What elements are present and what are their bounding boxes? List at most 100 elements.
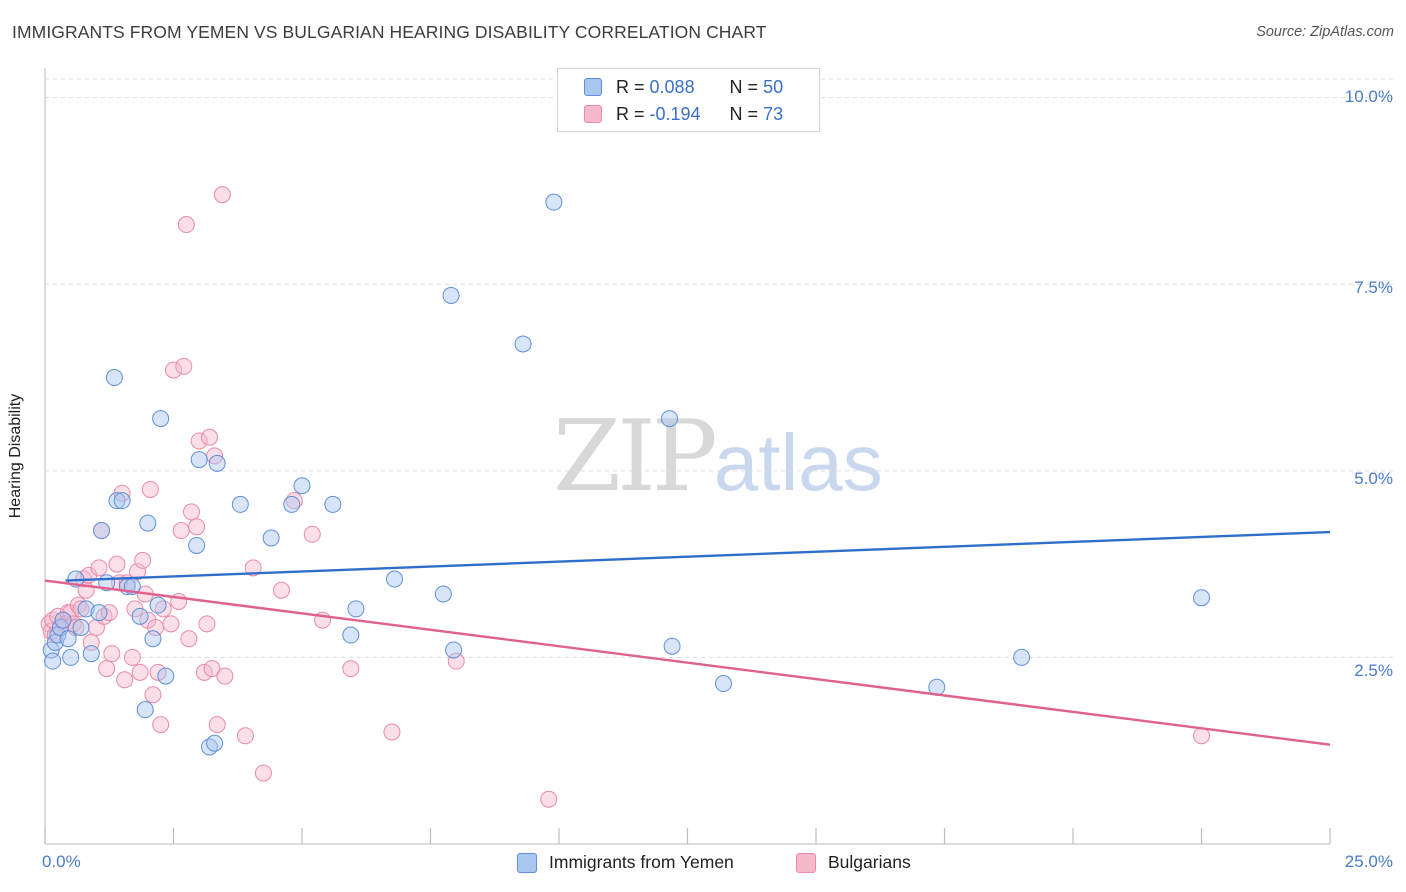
bulgarians-point — [108, 555, 126, 573]
legend-n-label: N = — [729, 103, 759, 124]
yemen-point — [54, 611, 72, 629]
yemen-point — [714, 675, 732, 693]
yemen-point — [661, 410, 679, 428]
watermark-atlas: atlas — [713, 418, 883, 507]
bulgarians-point — [254, 764, 272, 782]
bulgarians-point — [195, 663, 213, 681]
yemen-point — [108, 492, 126, 510]
yemen-point — [82, 645, 100, 663]
yemen-point — [445, 641, 463, 659]
legend-r-value: -0.194 — [649, 103, 701, 124]
legend-label-yemen: Immigrants from Yemen — [549, 852, 734, 872]
legend-item-yemen[interactable]: Immigrants from Yemen — [517, 852, 734, 873]
axes — [44, 68, 1331, 845]
legend-swatch-pink — [584, 105, 602, 123]
bulgarians-point — [447, 652, 465, 670]
x-tick-right: 25.0% — [1344, 852, 1393, 871]
bulgarians-point — [188, 518, 206, 536]
bulgarians-point — [144, 686, 162, 704]
legend-swatch-pink — [796, 852, 816, 873]
bulgarians-point — [177, 216, 195, 234]
yemen-point — [545, 193, 563, 211]
bulgarians-point — [98, 660, 116, 678]
yemen-point — [188, 536, 206, 554]
legend-n-value: 73 — [763, 103, 784, 124]
bulgarians-point — [342, 660, 360, 678]
yemen-point — [62, 648, 80, 666]
bulgarians-point — [198, 615, 216, 633]
yemen-points — [42, 193, 1210, 756]
yemen-point — [90, 604, 108, 622]
bulgarians-point — [383, 723, 401, 741]
y-tick-5-0: 5.0% — [1354, 469, 1393, 488]
bulgarians-point — [175, 357, 193, 375]
bulgarians-point — [180, 630, 198, 648]
yemen-point — [144, 630, 162, 648]
legend-item-bulgarians[interactable]: Bulgarians — [796, 852, 911, 873]
bulgarians-point — [303, 525, 321, 543]
y-axis-label: Hearing Disability — [7, 393, 24, 519]
bulgarians-point — [200, 428, 218, 446]
bulgarians-point — [172, 522, 190, 540]
bulgarians-point — [540, 790, 558, 808]
x-tick-left: 0.0% — [42, 852, 81, 871]
yemen-point — [293, 477, 311, 495]
bulgarians-point — [272, 581, 290, 599]
yemen-point — [347, 600, 365, 618]
yemen-point — [434, 585, 452, 603]
yemen-point — [190, 451, 208, 469]
yemen-point — [44, 652, 62, 670]
bulgarians-point — [103, 645, 121, 663]
bulgarians-point — [190, 432, 208, 450]
legend-row-bulgarians: R = -0.194 N = 73 — [584, 101, 783, 127]
yemen-point — [514, 335, 532, 353]
chart-title: IMMIGRANTS FROM YEMEN VS BULGARIAN HEARI… — [12, 22, 767, 42]
yemen-point — [136, 701, 154, 719]
source-label: Source: ZipAtlas.com — [1256, 24, 1394, 40]
yemen-point — [152, 410, 170, 428]
yemen-point — [283, 495, 301, 513]
yemen-point — [1193, 589, 1210, 607]
legend-r-value: 0.088 — [649, 76, 695, 97]
yemen-point — [663, 637, 681, 655]
bulgarians-point — [116, 671, 134, 689]
yemen-point — [324, 495, 342, 513]
bulgarians-point — [134, 551, 152, 569]
legend-row-yemen: R = 0.088 N = 50 — [584, 74, 783, 100]
bulgarians-point — [203, 660, 221, 678]
yemen-point — [206, 734, 224, 752]
yemen-point — [113, 492, 131, 510]
bulgarians-point — [182, 503, 200, 521]
yemen-point — [342, 626, 360, 644]
yemen-point — [93, 522, 111, 540]
yemen-point — [105, 369, 123, 387]
yemen-point — [386, 570, 404, 588]
trend-lines — [44, 530, 1331, 746]
bulgarians-point — [152, 716, 170, 734]
watermark: ZIPatlas — [553, 400, 883, 514]
y-tick-10-0: 10.0% — [1344, 87, 1393, 106]
yemen-point — [149, 596, 167, 614]
bulgarians-point — [129, 563, 147, 581]
legend-r-label: R = — [616, 103, 645, 124]
bulgarians-point — [162, 615, 180, 633]
yemen-trend-line — [65, 530, 1331, 582]
y-tick-2-5: 2.5% — [1354, 661, 1393, 680]
bulgarians-point — [100, 604, 118, 622]
bulgarians-point — [244, 559, 262, 577]
bulgarians-point — [208, 716, 226, 734]
bulgarians-point — [72, 600, 90, 618]
bulgarians-point — [236, 727, 254, 745]
legend-label-bulgarians: Bulgarians — [828, 852, 911, 872]
yemen-point — [208, 454, 226, 472]
yemen-point — [59, 630, 77, 648]
bulgarians-point — [216, 667, 234, 685]
yemen-point — [139, 514, 157, 532]
y-tick-7-5: 7.5% — [1354, 278, 1393, 297]
legend-n-value: 50 — [763, 76, 784, 97]
bulgarians-point — [141, 480, 159, 498]
yemen-point — [262, 529, 280, 547]
legend-r-label: R = — [616, 76, 645, 97]
yemen-point — [442, 286, 460, 304]
